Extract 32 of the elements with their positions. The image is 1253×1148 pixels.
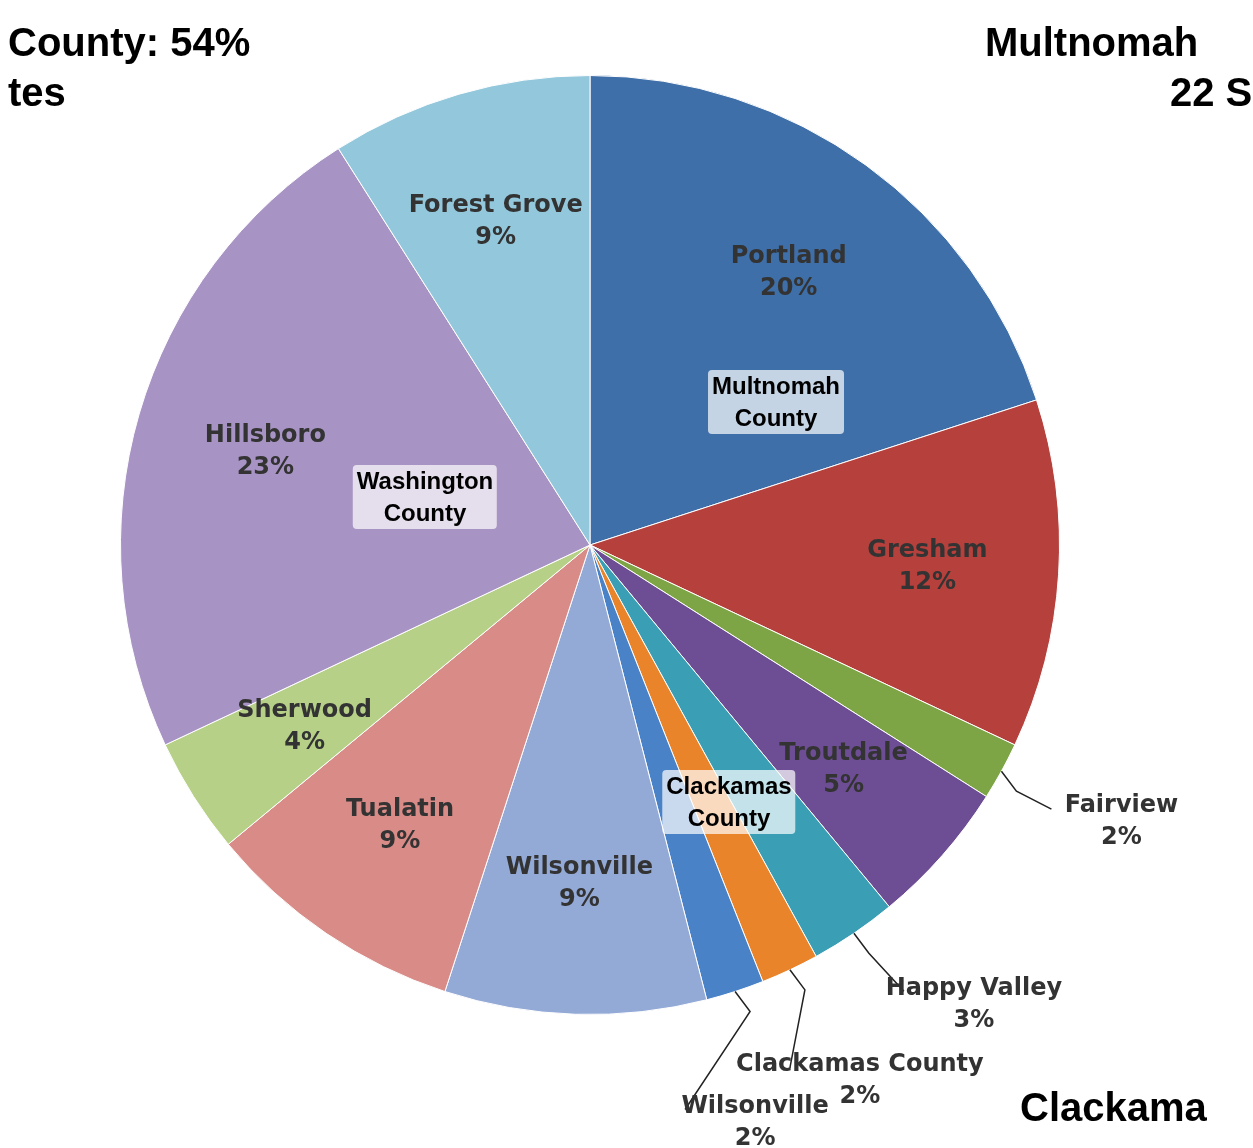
text: Washington County bbox=[352, 465, 498, 529]
slice-label: Hillsboro bbox=[204, 419, 326, 448]
text: Multnomah bbox=[985, 20, 1199, 65]
slice-label: Troutdale bbox=[779, 737, 908, 766]
data-label: 9% bbox=[559, 884, 600, 913]
slice-label: Gresham bbox=[867, 535, 988, 564]
slice-label: Clackamas County bbox=[736, 1049, 985, 1078]
text: tes bbox=[8, 70, 66, 115]
text: Multnomah County bbox=[708, 370, 844, 434]
slice-label: Portland bbox=[730, 240, 847, 269]
slice-label: Tualatin bbox=[345, 793, 455, 822]
data-label: 12% bbox=[898, 567, 957, 596]
slice-label: Wilsonville bbox=[681, 1090, 829, 1119]
text: Clackama bbox=[1020, 1085, 1207, 1130]
slice-label: Happy Valley bbox=[885, 972, 1063, 1001]
slice-label: Wilsonville bbox=[505, 852, 654, 881]
data-label: 2% bbox=[839, 1081, 881, 1110]
data-label: 23% bbox=[236, 451, 295, 480]
text: Clackamas County bbox=[662, 770, 796, 834]
data-label: 20% bbox=[759, 272, 818, 301]
text: 22 S bbox=[1170, 70, 1253, 115]
data-label: 2% bbox=[1101, 822, 1142, 851]
data-label: 3% bbox=[953, 1004, 995, 1033]
slice-label: Fairview bbox=[1064, 790, 1179, 819]
slice-label: Sherwood bbox=[237, 695, 372, 724]
data-label: 9% bbox=[475, 221, 517, 250]
data-label: 5% bbox=[823, 769, 864, 798]
data-label: 4% bbox=[284, 727, 325, 756]
text: County: 54% bbox=[8, 20, 251, 65]
data-label: 9% bbox=[379, 825, 421, 854]
data-label: 2% bbox=[734, 1122, 776, 1148]
slice-label: Forest Grove bbox=[408, 189, 583, 218]
